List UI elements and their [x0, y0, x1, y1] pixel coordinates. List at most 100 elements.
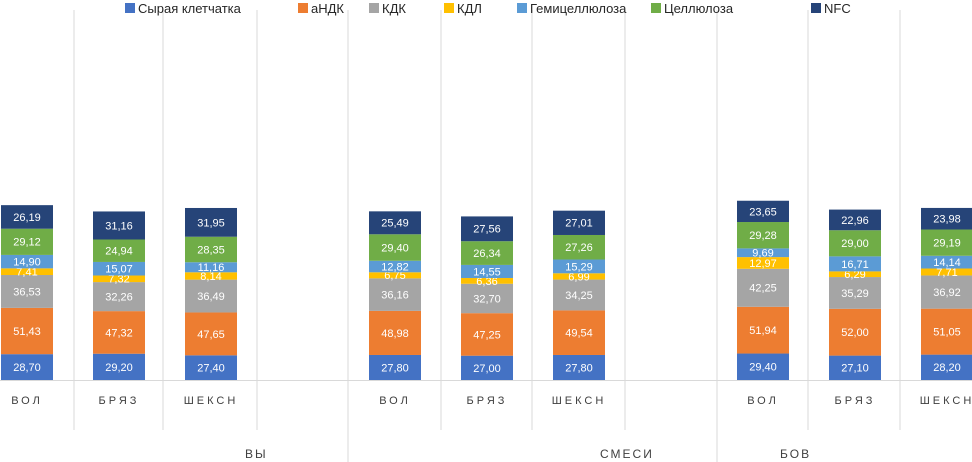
data-label: 51,43	[13, 326, 41, 338]
bar-segment	[461, 216, 513, 242]
bar-segment	[553, 273, 605, 280]
legend-swatch	[444, 3, 454, 13]
bar-segment	[737, 222, 789, 249]
legend-label: NFC	[824, 1, 851, 16]
bar-segment	[93, 311, 145, 354]
bar-segment	[829, 209, 881, 231]
bar-segment	[553, 354, 605, 380]
data-label: 32,26	[105, 292, 133, 304]
data-label: 14,55	[473, 266, 501, 278]
bar-segment	[829, 308, 881, 356]
data-label: 23,98	[933, 214, 961, 226]
data-label: 23,65	[749, 206, 777, 218]
bar-segment	[185, 207, 237, 237]
data-label: 27,00	[473, 363, 501, 375]
bar-segment	[921, 275, 972, 309]
bar-segment	[369, 272, 421, 279]
legend-swatch	[517, 3, 527, 13]
bar-segment	[185, 355, 237, 380]
data-label: 27,01	[565, 218, 593, 230]
data-label: 7,32	[108, 274, 129, 286]
data-label: 24,94	[105, 246, 133, 258]
bar-segment	[461, 241, 513, 265]
category-label: ШЕКСН	[920, 395, 972, 407]
bar-segment	[553, 234, 605, 260]
legend-item: КДЛ	[444, 1, 482, 16]
legend-item: NFC	[811, 1, 851, 16]
bar-segment	[185, 262, 237, 273]
bar-segment	[461, 278, 513, 284]
bar-segment	[737, 200, 789, 223]
category-label: ВОЛ	[379, 395, 411, 407]
group-label: СМЕСИ	[600, 447, 654, 461]
bar-segment	[461, 355, 513, 380]
bar-segment	[93, 261, 145, 276]
category-label: БРЯЗ	[467, 395, 508, 407]
data-label: 6,75	[384, 270, 405, 282]
bar-segment	[369, 211, 421, 235]
legend-label: Сырая клетчатка	[138, 1, 242, 16]
bar-segment	[369, 260, 421, 273]
group-axis-labels: ВЫ СМЕСИ БОВ	[245, 447, 809, 461]
bar-segment	[829, 277, 881, 309]
data-label: 36,53	[13, 286, 41, 298]
category-label: БРЯЗ	[835, 395, 876, 407]
data-label: 16,71	[841, 259, 869, 271]
data-label: 8,14	[200, 271, 221, 283]
bar-segment	[553, 310, 605, 355]
group-label: ВЫ	[245, 447, 268, 461]
bar-segment	[921, 255, 972, 269]
data-label: 47,25	[473, 329, 501, 341]
bar-segment	[369, 310, 421, 355]
bar-segment	[93, 282, 145, 312]
legend-swatch	[298, 3, 308, 13]
legend-item: Гемицеллюлоза	[517, 1, 627, 16]
legend-item: аНДК	[298, 1, 344, 16]
bar-segment	[921, 229, 972, 256]
legend-label: Гемицеллюлоза	[530, 1, 627, 16]
bar-segment	[93, 353, 145, 380]
bar-segment	[553, 279, 605, 311]
data-label: 29,40	[381, 242, 409, 254]
data-label: 27,40	[197, 363, 225, 375]
bar-segment	[185, 279, 237, 313]
bar-segment	[461, 283, 513, 314]
legend-label: аНДК	[311, 1, 344, 16]
data-label: 28,20	[933, 362, 961, 374]
data-label: 36,92	[933, 287, 961, 299]
bar-segment	[921, 268, 972, 276]
data-label: 51,94	[749, 325, 777, 337]
bar-segment	[921, 354, 972, 380]
bar-segment	[185, 312, 237, 356]
data-label: 27,80	[381, 362, 409, 374]
bar-segment	[93, 211, 145, 240]
bar-segment	[1, 228, 53, 255]
data-label: 26,19	[13, 212, 41, 224]
bar-segment	[369, 354, 421, 380]
bar-segment	[1, 275, 53, 308]
data-label: 29,12	[13, 237, 41, 249]
bar-segment	[921, 308, 972, 355]
data-label: 49,54	[565, 328, 593, 340]
data-label: 52,00	[841, 327, 869, 339]
bar-segment	[1, 307, 53, 355]
data-label: 34,25	[565, 290, 593, 302]
category-label: БРЯЗ	[99, 395, 140, 407]
data-label: 15,29	[565, 261, 593, 273]
data-label: 32,70	[473, 293, 501, 305]
data-label: 47,32	[105, 327, 133, 339]
bar-segment	[369, 234, 421, 261]
data-label: 27,80	[565, 362, 593, 374]
data-label: 15,07	[105, 264, 133, 276]
data-label: 36,16	[381, 290, 409, 302]
bar-segment	[829, 355, 881, 380]
bar-segment	[1, 254, 53, 269]
category-label: ШЕКСН	[552, 395, 607, 407]
